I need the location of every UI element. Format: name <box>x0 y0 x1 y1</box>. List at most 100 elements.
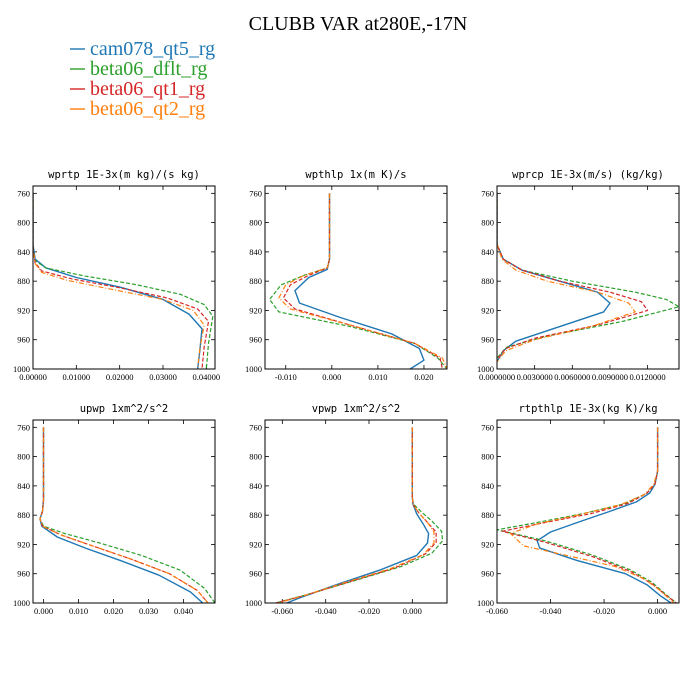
y-tick-label: 1000 <box>13 364 30 374</box>
panel-1: wprtp 1E-3x(m kg)/(s kg) 760 800 840 880 920 9… <box>13 169 220 382</box>
legend: cam078_qt5_rgbeta06_dflt_rgbeta06_qt1_rg… <box>70 38 215 120</box>
x-tick-label: 0.0000000 <box>479 372 515 382</box>
series-group <box>269 193 447 369</box>
y-tick-label: 920 <box>481 305 494 315</box>
x-tick-label: -0.010 <box>275 372 297 382</box>
x-tick-label: 0.00000 <box>19 372 47 382</box>
x-tick-label: 0.040 <box>174 606 193 616</box>
x-tick-label: 0.0060000 <box>554 372 590 382</box>
panel-3: wprcp 1E-3x(m/s) (kg/kg) 760 800 840 880 920 9… <box>477 169 680 382</box>
y-tick-label: 1000 <box>477 598 494 608</box>
legend-label-beta06_qt2_rg: beta06_qt2_rg <box>90 98 205 120</box>
series-group <box>33 193 214 369</box>
y-tick-label: 920 <box>17 539 30 549</box>
y-tick-label: 840 <box>481 247 494 257</box>
x-tick-label: 0.020 <box>104 606 123 616</box>
series-line-beta06_dflt_rg <box>269 193 447 369</box>
y-tick-label: 920 <box>481 539 494 549</box>
y-tick-label: 920 <box>249 305 262 315</box>
series-line-cam078_qt5_rg <box>536 427 672 603</box>
x-tick-label: -0.040 <box>315 606 337 616</box>
x-tick-label: 0.01000 <box>63 372 91 382</box>
y-tick-label: 800 <box>249 218 262 228</box>
y-tick-label: 840 <box>481 481 494 491</box>
y-tick-label: 960 <box>481 569 494 579</box>
y-tick-label: 760 <box>17 188 30 198</box>
y-tick-label: 800 <box>481 218 494 228</box>
y-tick-label: 960 <box>17 569 30 579</box>
y-tick-label: 760 <box>481 422 494 432</box>
y-tick-label: 920 <box>17 305 30 315</box>
panel-title: upwp 1xm^2/s^2 <box>80 403 169 415</box>
x-tick-label: 0.030 <box>139 606 158 616</box>
x-tick-label: -0.060 <box>271 606 293 616</box>
x-tick-label: -0.020 <box>358 606 380 616</box>
y-tick-label: 840 <box>249 247 262 257</box>
y-tick-label: 880 <box>17 276 30 286</box>
series-group <box>275 427 444 603</box>
y-tick-label: 880 <box>249 276 262 286</box>
y-tick-label: 800 <box>481 452 494 462</box>
x-tick-label: 0.0120000 <box>630 372 666 382</box>
y-tick-label: 1000 <box>13 598 30 608</box>
panel-title: wprcp 1E-3x(m/s) (kg/kg) <box>512 169 664 181</box>
y-tick-label: 840 <box>249 481 262 491</box>
series-line-beta06_qt1_rg <box>275 427 437 603</box>
y-tick-label: 760 <box>249 422 262 432</box>
y-tick-label: 800 <box>249 452 262 462</box>
y-tick-label: 960 <box>249 569 262 579</box>
series-line-beta06_qt2_rg <box>33 193 205 369</box>
y-tick-label: 840 <box>17 481 30 491</box>
panels: wprtp 1E-3x(m kg)/(s kg) 760 800 840 880 920 9… <box>13 169 680 616</box>
x-tick-label: 0.020 <box>414 372 433 382</box>
x-tick-label: 0.02000 <box>106 372 134 382</box>
y-tick-label: 1000 <box>477 364 494 374</box>
x-tick-label: -0.040 <box>540 606 562 616</box>
series-group <box>497 193 679 363</box>
series-line-beta06_qt2_rg <box>39 427 209 603</box>
y-tick-label: 880 <box>17 510 30 520</box>
y-tick-label: 760 <box>17 422 30 432</box>
panel-title: wpthlp 1x(m K)/s <box>305 169 406 181</box>
series-line-beta06_qt2_rg <box>497 193 636 363</box>
x-tick-label: 0.04000 <box>193 372 221 382</box>
panel-title: rtpthlp 1E-3x(kg K)/kg <box>518 403 657 415</box>
y-tick-label: 960 <box>249 335 262 345</box>
panel-frame <box>264 185 448 370</box>
y-tick-label: 880 <box>249 510 262 520</box>
legend-label-cam078_qt5_rg: cam078_qt5_rg <box>90 38 215 60</box>
panel-5: vpwp 1xm^2/s^2 760 800 840 880 920 960 1000 -0.0… <box>245 403 448 616</box>
x-tick-label: 0.0090000 <box>592 372 628 382</box>
legend-label-beta06_dflt_rg: beta06_dflt_rg <box>90 58 207 80</box>
x-tick-label: 0.010 <box>69 606 88 616</box>
y-tick-label: 920 <box>249 539 262 549</box>
y-tick-label: 760 <box>249 188 262 198</box>
series-line-beta06_qt2_rg <box>509 427 675 603</box>
series-line-beta06_qt2_rg <box>278 193 447 369</box>
x-tick-label: 0.010 <box>368 372 387 382</box>
y-tick-label: 800 <box>17 452 30 462</box>
panel-frame <box>32 419 216 604</box>
x-tick-label: 0.000 <box>648 606 667 616</box>
x-tick-label: -0.060 <box>486 606 508 616</box>
panel-frame <box>32 185 216 370</box>
panel-2: wpthlp 1x(m K)/s 760 800 840 880 920 960 1000 -0… <box>245 169 448 382</box>
panel-6: rtpthlp 1E-3x(kg K)/kg 760 800 840 880 920 960… <box>477 403 680 616</box>
y-tick-label: 960 <box>17 335 30 345</box>
y-tick-label: 880 <box>481 510 494 520</box>
panel-title: wprtp 1E-3x(m kg)/(s kg) <box>48 169 200 181</box>
series-line-beta06_dflt_rg <box>497 427 677 603</box>
panel-4: upwp 1xm^2/s^2 760 800 840 880 920 960 1000 0.00… <box>13 403 216 616</box>
series-line-beta06_qt1_rg <box>497 193 649 360</box>
x-tick-label: 0.000 <box>403 606 422 616</box>
series-line-beta06_qt1_rg <box>33 193 210 369</box>
panel-frame <box>264 419 448 604</box>
y-tick-label: 960 <box>481 335 494 345</box>
x-tick-label: 0.000 <box>34 606 53 616</box>
x-tick-label: 0.000 <box>322 372 341 382</box>
series-line-cam078_qt5_rg <box>497 193 611 363</box>
series-line-beta06_qt2_rg <box>277 427 435 603</box>
y-tick-label: 1000 <box>245 364 262 374</box>
